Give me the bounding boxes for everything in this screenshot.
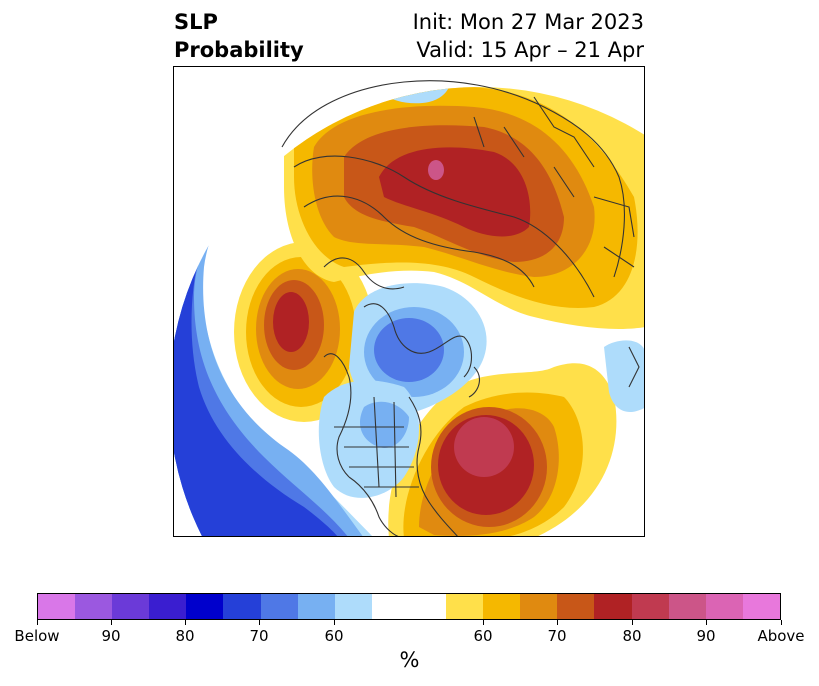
colorbar-tick-label: Below — [14, 627, 60, 645]
colorbar-segment — [408, 594, 447, 619]
colorbar-segment — [112, 594, 150, 619]
colorbar-tick-label: 80 — [175, 627, 195, 645]
valid-range: Valid: 15 Apr – 21 Apr — [416, 38, 644, 62]
colorbar — [37, 593, 781, 620]
colorbar-tick-mark — [185, 620, 186, 625]
colorbar-segment — [334, 594, 372, 619]
colorbar-segment — [186, 594, 224, 619]
colorbar-tick-label: 70 — [249, 627, 269, 645]
colorbar-segment — [557, 594, 595, 619]
colorbar-unit: % — [399, 648, 420, 672]
colorbar-segment — [371, 594, 409, 619]
colorbar-segment — [223, 594, 261, 619]
colorbar-segment — [594, 594, 632, 619]
below-atlantic-weak — [604, 340, 644, 412]
colorbar-segment — [483, 594, 521, 619]
colorbar-segment — [705, 594, 743, 619]
colorbar-tick-label: 60 — [324, 627, 344, 645]
colorbar-segment — [631, 594, 669, 619]
above-pacific-max — [273, 292, 309, 352]
colorbar-tick-mark — [557, 620, 558, 625]
below-namerica-mid — [359, 401, 409, 448]
map-dates: Init: Mon 27 Mar 2023 Valid: 15 Apr – 21… — [413, 8, 644, 64]
colorbar-segment — [75, 594, 113, 619]
above-eurasia-max — [379, 147, 531, 237]
colorbar-segment — [38, 594, 76, 619]
colorbar-tick-mark — [706, 620, 707, 625]
colorbar-segment — [668, 594, 706, 619]
colorbar-tick-mark — [632, 620, 633, 625]
colorbar-tick-mark — [483, 620, 484, 625]
colorbar-tick-label: 70 — [547, 627, 567, 645]
colorbar-segment — [297, 594, 335, 619]
colorbar-tick-label: 90 — [696, 627, 716, 645]
map-title: SLP Probability — [174, 8, 304, 64]
colorbar-tick-mark — [37, 620, 38, 625]
coastlines — [281, 80, 640, 536]
above-eurasia-peak — [428, 160, 444, 180]
colorbar-tick-label: 60 — [473, 627, 493, 645]
colorbar-tick-mark — [111, 620, 112, 625]
below-band-stronger — [174, 237, 339, 536]
colorbar-segment — [149, 594, 187, 619]
colorbar-segment — [742, 594, 780, 619]
colorbar-tick-mark — [259, 620, 260, 625]
title-variable: SLP — [174, 10, 218, 34]
colorbar-tick-label: Above — [757, 627, 805, 645]
colorbar-tick-mark — [781, 620, 782, 625]
above-atlantic-peak — [454, 417, 514, 477]
colorbar-segment — [260, 594, 298, 619]
title-type: Probability — [174, 38, 304, 62]
polar-probability-map — [173, 66, 645, 537]
init-date: Init: Mon 27 Mar 2023 — [412, 10, 644, 34]
map-canvas — [174, 80, 644, 536]
colorbar-segment — [520, 594, 558, 619]
colorbar-tick-label: 80 — [622, 627, 642, 645]
colorbar-tick-mark — [334, 620, 335, 625]
colorbar-segment — [446, 594, 484, 619]
colorbar-tick-label: 90 — [101, 627, 121, 645]
